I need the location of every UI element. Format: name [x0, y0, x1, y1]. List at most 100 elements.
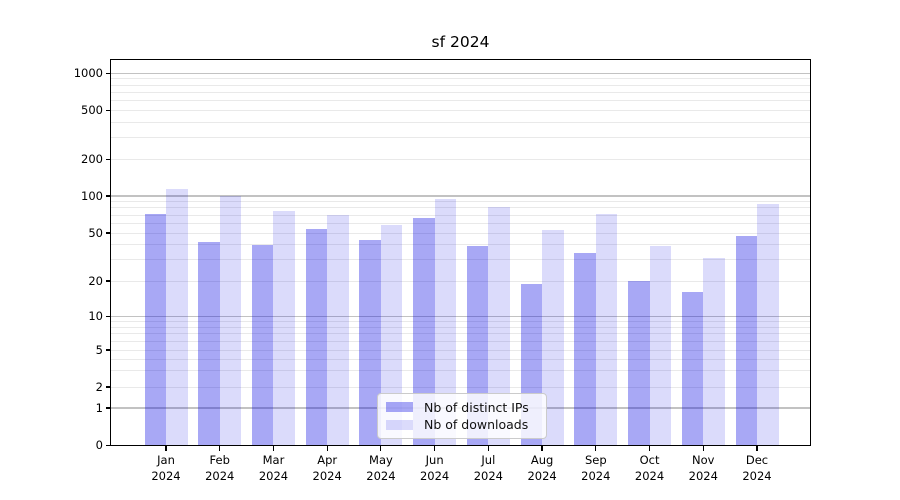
- y-tick-label: 20: [88, 273, 103, 288]
- x-tick-mark: [272, 446, 275, 451]
- x-tick-year: 2024: [581, 469, 611, 483]
- bar-downloads-jul: [488, 206, 510, 446]
- bar-downloads-mar: [273, 210, 295, 446]
- y-tick-mark: [105, 280, 110, 282]
- gridline-minor: [111, 232, 810, 234]
- x-tick-mark: [434, 446, 436, 451]
- x-tick-mark: [219, 446, 221, 451]
- y-tick-mark: [105, 349, 110, 351]
- legend-label-downloads: Nb of downloads: [424, 417, 529, 433]
- x-tick-month: Feb: [209, 453, 230, 467]
- y-tick-mark: [105, 109, 110, 111]
- x-tick-mark: [648, 446, 651, 451]
- x-tick-month: Mar: [262, 453, 285, 467]
- y-tick-label: 0: [95, 438, 103, 452]
- y-tick-label: 200: [81, 151, 103, 166]
- y-tick-mark: [105, 72, 110, 74]
- x-tick-year: 2024: [205, 469, 235, 483]
- y-tick-label: 50: [88, 225, 103, 240]
- legend-swatch-distinct-ips: [386, 401, 413, 413]
- gridline-minor: [111, 244, 810, 246]
- x-tick-label: Nov 2024: [675, 452, 731, 484]
- bar-distinct-ips-dec: [735, 236, 757, 446]
- bar-downloads-jan: [166, 188, 188, 446]
- gridline-minor: [111, 280, 810, 282]
- y-tick-label: 1000: [73, 65, 103, 80]
- y-tick-mark: [105, 386, 110, 388]
- bar-distinct-ips-apr: [305, 228, 328, 446]
- y-tick-label: 5: [95, 342, 103, 357]
- x-tick-label: May 2024: [353, 452, 409, 484]
- x-tick-mark: [326, 446, 328, 451]
- gridline-minor: [111, 259, 810, 261]
- gridline-minor: [111, 137, 810, 139]
- bar-distinct-ips-may: [359, 239, 381, 446]
- x-tick-month: May: [369, 453, 393, 467]
- x-tick-label: Jun 2024: [407, 452, 463, 484]
- gridline-minor: [111, 78, 810, 80]
- gridline-minor: [111, 84, 810, 86]
- bar-downloads-aug: [542, 229, 564, 446]
- x-tick-label: Jan 2024: [138, 452, 194, 484]
- x-tick-mark: [756, 446, 758, 451]
- bar-distinct-ips-sep: [574, 253, 596, 446]
- x-tick-year: 2024: [151, 469, 181, 483]
- x-tick-mark: [595, 446, 597, 451]
- y-tick-mark: [105, 158, 110, 160]
- gridline-minor: [111, 386, 810, 388]
- y-tick-label: 10: [88, 308, 103, 323]
- x-tick-year: 2024: [366, 469, 396, 483]
- legend: Nb of distinct IPs Nb of downloads: [377, 393, 547, 439]
- gridline-minor: [111, 207, 810, 209]
- bar-downloads-may: [380, 225, 403, 446]
- x-tick-month: Jul: [481, 453, 496, 467]
- x-tick-year: 2024: [312, 469, 342, 483]
- y-tick-label: 100: [81, 188, 103, 203]
- bar-distinct-ips-jan: [144, 213, 166, 446]
- x-tick-month: Sep: [584, 453, 607, 467]
- x-tick-mark: [380, 446, 382, 451]
- x-tick-label: Apr 2024: [299, 452, 355, 484]
- x-tick-label: Mar 2024: [245, 452, 301, 484]
- x-tick-month: Aug: [530, 453, 554, 467]
- bar-downloads-jun: [434, 198, 457, 446]
- gridline-major: [111, 72, 810, 74]
- x-tick-month: Oct: [639, 453, 660, 467]
- legend-swatch-downloads: [386, 419, 413, 431]
- x-tick-year: 2024: [419, 469, 450, 483]
- gridline-minor: [111, 321, 810, 322]
- y-tick-label: 2: [95, 379, 103, 394]
- x-tick-label: Jul 2024: [460, 452, 516, 484]
- gridline-minor: [111, 333, 810, 335]
- x-tick-mark: [165, 446, 167, 451]
- bar-downloads-oct: [649, 246, 672, 446]
- gridline-minor: [111, 326, 810, 328]
- x-tick-mark: [487, 446, 489, 451]
- gridline-minor: [111, 201, 810, 203]
- gridline-minor: [111, 370, 810, 372]
- y-tick-label: 1: [95, 400, 103, 415]
- gridline-minor: [111, 99, 810, 101]
- y-tick-mark: [105, 444, 110, 447]
- x-tick-label: Oct 2024: [622, 452, 678, 484]
- x-tick-year: 2024: [634, 469, 665, 483]
- gridline-major: [111, 195, 810, 197]
- x-tick-label: Aug 2024: [514, 452, 570, 484]
- x-tick-label: Sep 2024: [568, 452, 624, 484]
- bar-downloads-apr: [327, 215, 349, 446]
- gridline-minor: [111, 109, 810, 111]
- x-tick-year: 2024: [527, 469, 557, 483]
- x-tick-label: Dec 2024: [729, 452, 785, 484]
- chart-title: sf 2024: [431, 33, 490, 51]
- y-tick-mark: [105, 232, 110, 234]
- bar-distinct-ips-oct: [628, 281, 650, 446]
- y-tick-mark: [105, 195, 110, 197]
- gridline-minor: [111, 222, 810, 224]
- gridline-major: [111, 315, 810, 317]
- bar-distinct-ips-feb: [198, 242, 220, 446]
- gridline-minor: [111, 91, 810, 93]
- bar-downloads-sep: [595, 214, 618, 446]
- x-tick-month: Nov: [692, 453, 715, 467]
- x-tick-mark: [702, 446, 704, 451]
